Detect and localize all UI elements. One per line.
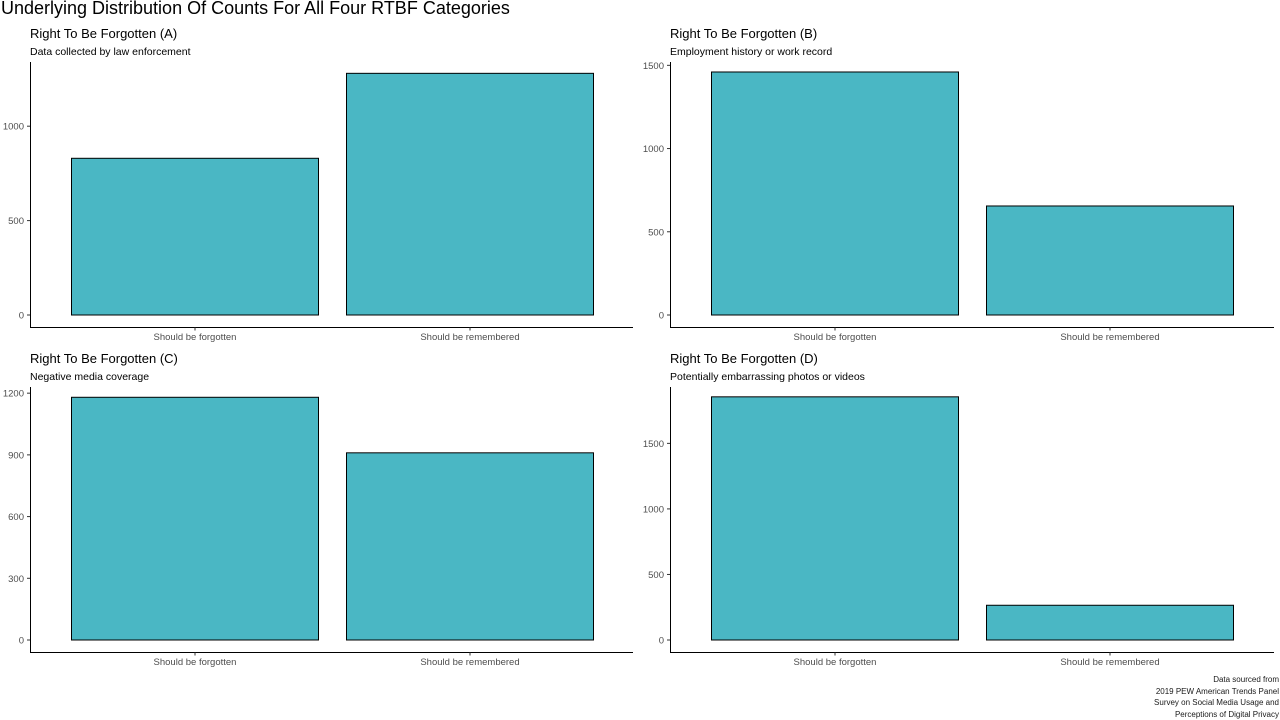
- panel-a-x-tick-label: Should be forgotten: [154, 332, 237, 343]
- panel-b-subtitle: Employment history or work record: [670, 46, 833, 58]
- panel-d-bar-remembered: [986, 604, 1234, 641]
- panel-c-plot: 0 300 600 900 1200 Should be forgotten Should …: [3, 387, 633, 668]
- panel-a-subtitle: Data collected by law enforcement: [30, 46, 191, 58]
- panel-d-y-tick-label: 500: [648, 570, 664, 581]
- panel-c-title: Right To Be Forgotten (C): [30, 351, 178, 366]
- panel-a-bar-remembered: [346, 72, 594, 316]
- panel-a-plot: 0 500 1000 Should be forgotten Should be rem…: [3, 62, 633, 343]
- data-source-caption: Data sourced from 2019 PEW American Tren…: [1154, 674, 1279, 720]
- caption-line: 2019 PEW American Trends Panel: [1155, 686, 1279, 696]
- panel-d-bar-forgotten: [711, 396, 959, 641]
- panel-c-subtitle: Negative media coverage: [30, 371, 150, 383]
- panel-a-title: Right To Be Forgotten (A): [30, 26, 178, 41]
- panel-d-y-tick-label: 1000: [643, 504, 664, 515]
- page-title: Underlying Distribution Of Counts For Al…: [1, 0, 510, 18]
- panel-a-y-tick-label: 1000: [3, 122, 24, 133]
- panel-d-plot: 0 500 1000 1500 Should be forgotten Should be…: [643, 387, 1274, 668]
- panel-c-x-tick-label: Should be forgotten: [154, 657, 237, 668]
- panel-b-x-tick-label: Should be forgotten: [794, 332, 877, 343]
- panel-a-x-tick-label: Should be remembered: [420, 332, 519, 343]
- panel-c-y-tick-label: 0: [19, 636, 24, 647]
- panel-c-y-tick-label: 300: [8, 574, 24, 585]
- panel-a-y-tick-label: 500: [8, 216, 24, 227]
- panel-c-y-tick-label: 600: [8, 512, 24, 523]
- caption-line: Data sourced from: [1213, 675, 1279, 684]
- panel-c-y-tick-label: 1200: [3, 389, 24, 400]
- panel-d-x-tick-label: Should be remembered: [1060, 657, 1159, 668]
- panel-b-title: Right To Be Forgotten (B): [670, 26, 818, 41]
- panel-b-y-tick-label: 500: [648, 227, 664, 238]
- panel-b-y-tick-label: 1000: [643, 144, 664, 155]
- panel-a-y-tick-label: 0: [19, 311, 24, 322]
- panel-c-y-tick-label: 900: [8, 450, 24, 461]
- caption-line: Perceptions of Digital Privacy: [1174, 709, 1279, 719]
- panel-d-x-tick-label: Should be forgotten: [794, 657, 877, 668]
- panel-d-title: Right To Be Forgotten (D): [670, 351, 818, 366]
- panel-b-y-tick-label: 0: [659, 311, 664, 322]
- panel-b-y-tick-label: 1500: [643, 61, 664, 72]
- panel-a-bar-forgotten: [71, 157, 319, 316]
- panel-d-subtitle: Potentially embarrassing photos or video…: [670, 371, 865, 383]
- caption-line: Survey on Social Media Usage and: [1154, 698, 1279, 707]
- panel-d-y-tick-label: 1500: [643, 439, 664, 450]
- panel-c-bar-remembered: [346, 452, 594, 641]
- panel-c-bar-forgotten: [71, 396, 319, 641]
- panel-b-bar-remembered: [986, 205, 1234, 316]
- panel-d-y-tick-label: 0: [659, 636, 664, 647]
- panel-b-bar-forgotten: [711, 71, 959, 316]
- panel-b-plot: 0 500 1000 1500 Should be forgotten Should be…: [643, 61, 1274, 343]
- panel-c-x-tick-label: Should be remembered: [420, 657, 519, 668]
- panel-b-x-tick-label: Should be remembered: [1060, 332, 1159, 343]
